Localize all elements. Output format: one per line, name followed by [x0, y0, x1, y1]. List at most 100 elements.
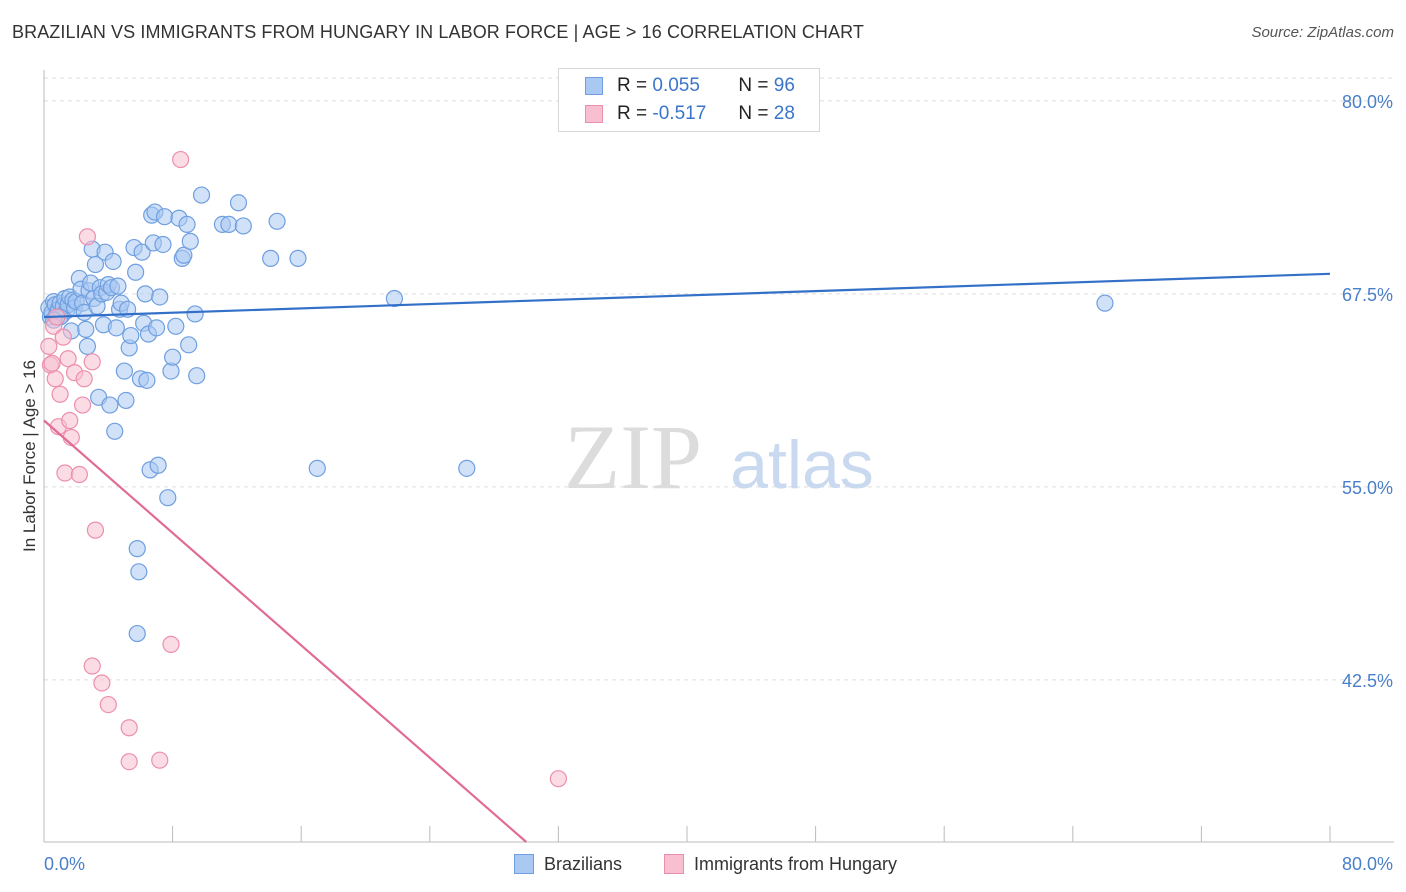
hungary-point [75, 370, 93, 388]
brazilians-point [115, 362, 133, 380]
brazilians-point [136, 285, 154, 303]
brazilians-point [154, 235, 172, 254]
hungary-point [46, 370, 64, 388]
bottom-legend-hungary: Immigrants from Hungary [664, 852, 897, 876]
brazilians-point [106, 422, 124, 440]
hungary-point [78, 228, 97, 246]
hungary-point [70, 465, 88, 484]
hungary-point [54, 328, 72, 346]
brazilians-point [186, 305, 204, 323]
legend-n-value: 28 [773, 103, 795, 124]
hungary-point [73, 396, 92, 414]
brazilians-point [155, 208, 174, 226]
brazilians-point [127, 263, 145, 281]
x-tick-labels: 0.0% 80.0% [44, 854, 1393, 874]
bottom-legend-label: Brazilians [544, 853, 623, 874]
source-label: Source: ZipAtlas.com [1251, 24, 1394, 41]
legend-r-value: 0.055 [652, 75, 700, 96]
hungary-point [86, 521, 105, 539]
y-tick-label: 80.0% [1342, 92, 1393, 112]
brazilians-point [289, 249, 307, 267]
brazilians-point [149, 456, 167, 474]
hungary-point [43, 354, 61, 372]
hungary-point [56, 464, 74, 482]
legend-row-brazilians: R = 0.055 N = 96 [585, 73, 795, 99]
brazilians-point [188, 367, 206, 385]
brazilians-point [229, 194, 248, 212]
brazilians-point [308, 459, 326, 477]
hungary-point [120, 753, 138, 771]
trend-lines [43, 272, 1331, 843]
legend-r-label: R = [617, 103, 648, 124]
y-tick-labels: 80.0% 67.5% 55.0% 42.5% [1342, 92, 1393, 691]
brazilians-point [167, 317, 185, 335]
watermark: ZIP atlas [564, 406, 874, 508]
brazilians-point [128, 624, 146, 643]
legend-row-hungary: R = -0.517 N = 28 [585, 101, 795, 127]
legend-n-label: N = [738, 75, 769, 96]
grid-lines [44, 77, 1394, 681]
brazilians-point [78, 337, 97, 355]
axes [43, 70, 1394, 843]
bottom-legend-brazilians: Brazilians [514, 852, 622, 876]
hungary-point [151, 751, 169, 769]
brazilians-point [101, 396, 119, 414]
hungary-point [61, 411, 79, 430]
hungary-point [162, 635, 180, 653]
hungary-point [40, 337, 58, 355]
hungary-point [172, 150, 190, 169]
y-tick-label: 42.5% [1342, 671, 1393, 691]
brazilians-point [104, 252, 122, 271]
hungary-point [59, 350, 77, 368]
brazilians-point [458, 459, 476, 477]
y-tick-label: 67.5% [1342, 285, 1393, 305]
x-tick-label: 80.0% [1342, 854, 1393, 874]
brazilians-point [130, 563, 148, 581]
brazilians-point [151, 288, 169, 306]
correlation-legend: R = 0.055 N = 96 R = -0.517 N = 28 [558, 68, 820, 132]
hungary-point [83, 353, 101, 371]
x-tick-label: 0.0% [44, 854, 85, 874]
legend-n-value: 96 [773, 75, 795, 96]
brazilians-point [181, 232, 199, 250]
y-tick-label: 55.0% [1342, 478, 1393, 498]
brazilians-point [234, 217, 252, 235]
hungary-trend-line [43, 419, 527, 843]
brazilians-point [77, 320, 95, 338]
brazilians-point [385, 289, 404, 308]
bottom-legend-swatch-pink [664, 854, 684, 874]
chart-title: BRAZILIAN VS IMMIGRANTS FROM HUNGARY IN … [12, 22, 864, 42]
legend-swatch-blue [585, 77, 603, 95]
brazilians-point [117, 391, 135, 410]
brazilians-point [192, 186, 211, 204]
series-hungary-points [40, 150, 568, 788]
legend-swatch-pink [585, 105, 603, 123]
hungary-point [120, 719, 138, 737]
bottom-legend-swatch-blue [514, 854, 534, 874]
legend-r-value: -0.517 [652, 103, 707, 124]
brazilians-point [164, 348, 182, 366]
brazilians-point [220, 215, 238, 233]
brazilians-point [109, 277, 127, 295]
hungary-point [83, 657, 101, 675]
brazilians-point [1096, 294, 1114, 312]
brazilians-point [178, 215, 196, 233]
hungary-point [549, 770, 568, 788]
brazilians-point [175, 246, 193, 264]
brazilians-point [133, 243, 151, 261]
brazilians-point [262, 249, 280, 267]
brazilians-point [122, 326, 140, 345]
series-brazilians-points [40, 186, 1114, 643]
brazilians-trend-line [43, 272, 1331, 319]
brazilians-point [128, 540, 146, 558]
brazilians-point [107, 319, 125, 337]
brazilians-point [138, 371, 156, 389]
legend-r-label: R = [617, 75, 648, 96]
hungary-point [99, 695, 117, 714]
brazilians-point [86, 255, 105, 274]
legend-n-label: N = [738, 103, 769, 124]
brazilians-point [159, 489, 177, 507]
watermark-zip: ZIP [564, 406, 702, 508]
brazilians-point [268, 212, 286, 230]
